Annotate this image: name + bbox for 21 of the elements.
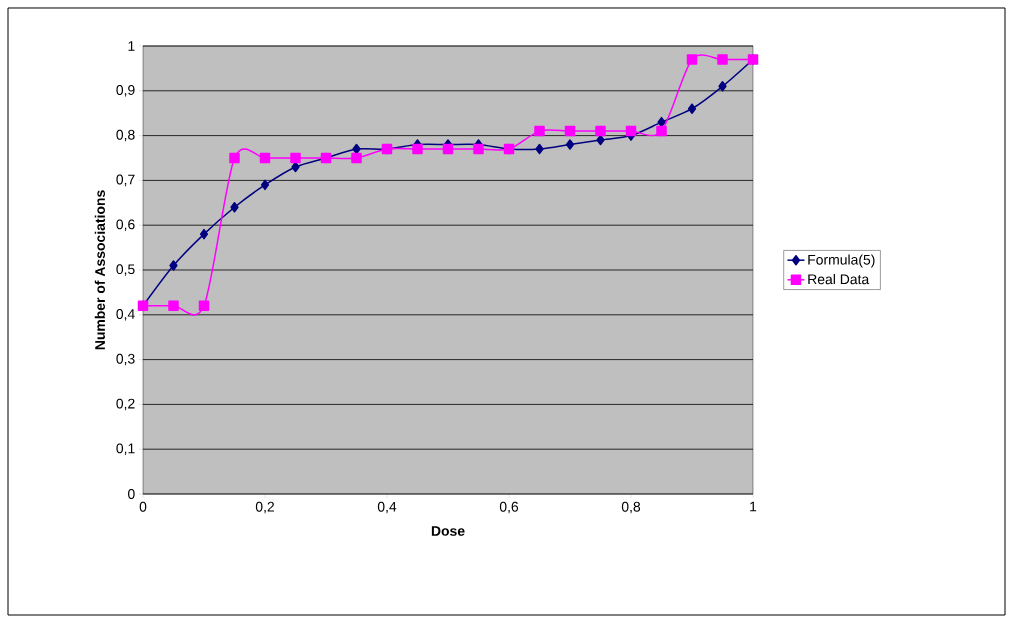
x-tick-label: 0 [139,501,147,512]
x-tick-label: 0,2 [255,501,274,514]
y-tick-label: 0,7 [116,174,135,187]
x-tick-label: 0,8 [621,501,641,514]
y-tick-label: 0,1 [116,443,135,455]
y-tick-label: 0,5 [116,264,135,276]
y-tick-label: 0,2 [116,398,135,411]
y-tick-label: 1 [128,41,135,51]
y-tick-label: 0,9 [116,85,135,97]
y-tick-label: 0,6 [116,219,135,231]
y-tick-label: 0,8 [116,129,135,142]
x-tick-label: 1 [750,501,757,512]
x-tick-label: 0,6 [499,501,519,514]
legend-label: Real Data [808,273,870,285]
y-tick-label: 0,3 [116,353,135,366]
y-axis-title: Number of Associations [94,190,105,350]
x-axis-title: Dose [431,526,465,536]
y-tick-label: 0,4 [116,309,135,321]
legend-label: Formula(5) [808,254,875,268]
x-tick-label: 0,4 [377,501,397,514]
y-tick-label: 0 [128,489,135,499]
